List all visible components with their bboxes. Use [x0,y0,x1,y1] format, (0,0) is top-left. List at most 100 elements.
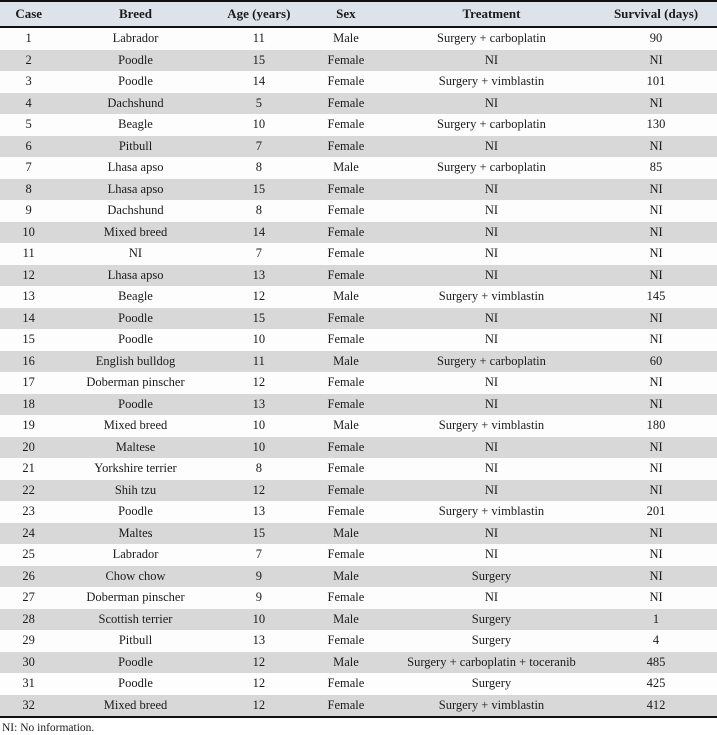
table-row: 25 Labrador 7 Female NI NI [0,544,717,566]
table-row: 18 Poodle 13 Female NI NI [0,393,717,415]
table-cell: 1 [25,31,32,45]
table-cell: Pitbull [118,138,153,153]
header-row: Case Breed Age (years) Sex Treatment Sur… [0,1,717,27]
table-cell: NI [649,396,663,411]
table-row: 23 Poodle 13 Female Surgery + vimblastin 201 [0,501,717,523]
table-cell: 23 [22,504,35,518]
table-cell: NI [649,547,663,561]
table-cell: 22 [22,482,35,497]
table-cell: 10 [252,439,266,454]
table-cell: Yorkshire terrier [94,461,177,475]
table-cell: 17 [22,375,35,389]
table-cell: NI [649,439,663,454]
table-row: 30 Poodle 12 Male Surgery + carboplatin + to… [0,651,717,673]
table-cell: NI [649,246,663,260]
table-row: 29 Pitbull 13 Female Surgery 4 [0,630,717,652]
table-cell: NI [649,568,663,583]
table-cell: Surgery [471,676,512,690]
table-cell: Female [327,246,365,260]
table-cell: Lhasa apso [107,160,164,174]
column-header-breed: Breed [119,6,152,21]
table-cell: 5 [255,95,262,110]
table-row: 4 Dachshund 5 Female NI NI [0,92,717,114]
column-header-sex: Sex [336,6,356,21]
table-cell: 10 [22,224,35,239]
table-cell: NI [649,461,663,475]
table-cell: 15 [252,310,266,325]
table-row: 13 Beagle 12 Male Surgery + vimblastin 145 [0,286,717,308]
column-header-case: Case [15,6,43,21]
table-row: 8 Lhasa apso 15 Female NI NI [0,178,717,200]
table-cell: Lhasa apso [107,181,164,196]
table-cell: NI [484,375,499,389]
table-cell: 11 [252,31,265,45]
table-cell: 145 [646,289,666,303]
table-cell: 5 [25,117,32,131]
table-cell: 8 [255,203,262,217]
table-cell: NI [484,439,499,454]
column-header-age: Age (years) [227,6,291,21]
table-cell: 85 [649,160,663,174]
table-cell: 9 [25,203,32,217]
table-cell: NI [649,332,663,346]
table-cell: Mixed breed [103,418,168,432]
table-cell: NI [649,224,663,239]
table-cell: 14 [252,74,266,88]
table-row: 7 Lhasa apso 8 Male Surgery + carboplatin 85 [0,157,717,179]
table-cell: 15 [22,332,35,346]
table-body: 1 Labrador 11 Male Surgery + carboplatin 90 2 P… [0,27,717,717]
table-row: 11 NI 7 Female NI NI [0,243,717,265]
table-cell: NI [484,332,499,346]
table-cell: 4 [25,95,32,110]
table-cell: 10 [252,418,266,432]
table-row: 16 English bulldog 11 Male Surgery + carbopl… [0,350,717,372]
table-row: 15 Poodle 10 Female NI NI [0,329,717,351]
table-cell: NI [649,525,663,540]
table-cell: 27 [22,590,35,604]
table-row: 31 Poodle 12 Female Surgery 425 [0,673,717,695]
table-cell: NI [649,181,663,196]
table-row: 26 Chow chow 9 Male Surgery NI [0,565,717,587]
table-cell: 21 [22,461,35,475]
table-row: 22 Shih tzu 12 Female NI NI [0,479,717,501]
table-row: 24 Maltes 15 Male NI NI [0,522,717,544]
table-cell: Doberman pinscher [86,375,185,389]
table-cell: 14 [252,224,266,239]
table-cell: Female [327,676,365,690]
table-cell: NI [484,525,499,540]
table-cell: 9 [255,590,262,604]
table-cell: Surgery [471,633,512,647]
table-cell: Shih tzu [114,482,157,497]
table-cell: Surgery + carboplatin [437,31,546,45]
table-cell: Poodle [118,74,153,88]
table-cell: Male [333,289,359,303]
table-cell: Surgery + carboplatin [437,117,546,131]
table-cell: Surgery + carboplatin [437,160,546,174]
table-cell: NI [484,396,499,411]
table-cell: 8 [25,181,32,196]
table-cell: 180 [646,418,666,432]
table-row: 17 Doberman pinscher 12 Female NI NI [0,372,717,394]
table-cell: 13 [252,396,266,411]
table-cell: Female [327,52,365,67]
table-cell: 29 [22,633,35,647]
table-cell: 15 [252,525,266,540]
table-cell: Surgery + vimblastin [438,504,545,518]
table-cell: Female [327,547,365,561]
table-row: 21 Yorkshire terrier 8 Female NI NI [0,458,717,480]
table-cell: NI [484,590,499,604]
table-cell: Maltes [118,525,153,540]
table-cell: Doberman pinscher [86,590,185,604]
table-cell: 26 [22,568,35,583]
table-cell: Female [327,95,365,110]
table-cell: NI [649,590,663,604]
table-cell: Labrador [112,547,159,561]
table-cell: Lhasa apso [107,267,164,282]
table-cell: NI [484,461,499,475]
table-cell: Poodle [118,396,153,411]
table-cell: Female [327,117,365,131]
table-cell: 485 [646,654,666,669]
table-cell: NI [484,547,499,561]
table-cell: NI [649,203,663,217]
